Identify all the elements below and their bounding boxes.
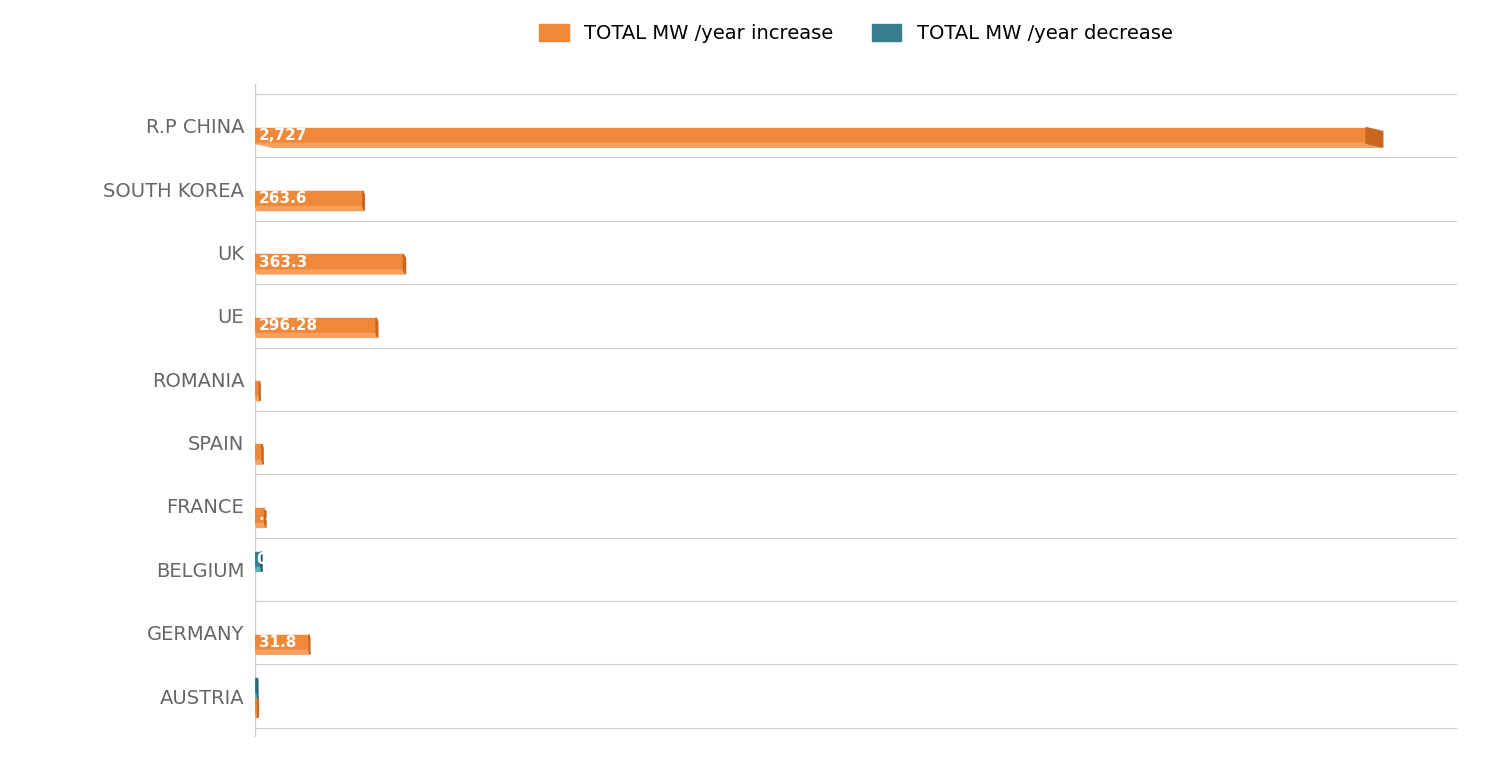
Text: 2,727: 2,727	[258, 128, 306, 143]
Text: 296.28: 296.28	[258, 318, 318, 333]
Polygon shape	[255, 460, 263, 464]
Polygon shape	[255, 270, 406, 274]
Polygon shape	[404, 254, 406, 274]
Text: 263.6: 263.6	[258, 191, 306, 207]
Bar	[255, 381, 260, 397]
Text: 363.3: 363.3	[258, 255, 306, 270]
Polygon shape	[255, 333, 379, 337]
Polygon shape	[1367, 127, 1383, 147]
Polygon shape	[255, 397, 260, 401]
Polygon shape	[255, 524, 266, 528]
Text: 0: 0	[257, 552, 267, 567]
Polygon shape	[255, 650, 309, 654]
Text: .7: .7	[258, 508, 275, 523]
Polygon shape	[376, 318, 379, 337]
Bar	[255, 508, 264, 524]
Bar	[255, 678, 257, 694]
Bar	[255, 191, 362, 207]
Text: 31.8: 31.8	[258, 635, 296, 650]
Bar	[255, 127, 1367, 144]
Polygon shape	[362, 191, 365, 210]
Polygon shape	[255, 207, 365, 210]
Polygon shape	[255, 144, 1383, 147]
Polygon shape	[255, 713, 258, 717]
Bar	[255, 698, 257, 713]
Polygon shape	[255, 694, 258, 698]
Bar	[255, 254, 404, 270]
Bar	[255, 445, 261, 460]
Legend: TOTAL MW /year increase, TOTAL MW /year decrease: TOTAL MW /year increase, TOTAL MW /year …	[532, 16, 1181, 51]
Bar	[255, 634, 309, 650]
Polygon shape	[255, 568, 261, 571]
Bar	[255, 551, 261, 568]
Bar	[255, 318, 376, 333]
